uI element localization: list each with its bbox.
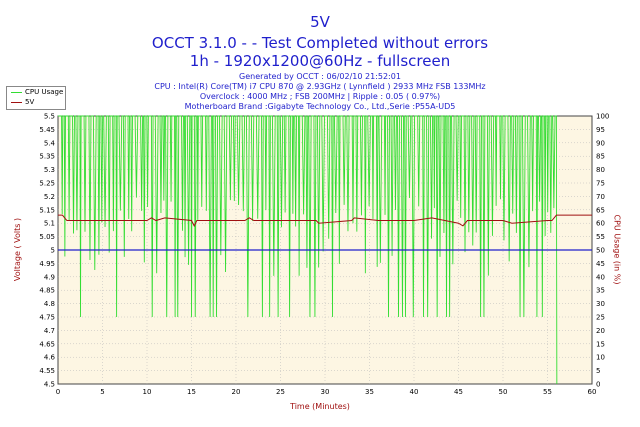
legend-label-cpu: CPU Usage (25, 88, 64, 96)
y2-tick-label: 5 (596, 367, 600, 375)
y-tick-label: 5.1 (44, 220, 55, 228)
info-cpu: CPU : Intel(R) Core(TM) i7 CPU 870 @ 2.9… (154, 82, 486, 91)
x-tick-label: 35 (365, 388, 374, 396)
y-axis-label: Voltage ( Volts ) (13, 217, 23, 282)
y-tick-label: 5.25 (39, 180, 55, 188)
y-tick-label: 5.4 (44, 139, 56, 147)
chart-subtitle-2: 1h - 1920x1200@60Hz - fullscreen (189, 52, 451, 70)
info-motherboard: Motherboard Brand :Gigabyte Technology C… (184, 102, 456, 111)
y2-tick-label: 40 (596, 273, 605, 281)
x-tick-label: 25 (276, 388, 285, 396)
legend-item-5v: 5V (7, 97, 65, 107)
x-tick-label: 30 (321, 388, 330, 396)
y-tick-label: 4.65 (39, 340, 55, 348)
y-tick-label: 4.6 (44, 354, 56, 362)
y2-tick-label: 10 (596, 354, 605, 362)
x-axis-label: Time (Minutes) (290, 402, 350, 411)
y2-tick-label: 15 (596, 340, 605, 348)
y2-tick-label: 65 (596, 206, 605, 214)
y2-tick-label: 100 (596, 113, 609, 121)
y-tick-label: 5.35 (39, 153, 55, 161)
y2-tick-label: 70 (596, 193, 605, 201)
y-tick-label: 5.5 (44, 113, 55, 121)
y2-tick-label: 80 (596, 166, 605, 174)
y-tick-label: 4.85 (39, 287, 55, 295)
x-tick-label: 50 (499, 388, 508, 396)
y-tick-label: 4.8 (44, 300, 55, 308)
x-tick-label: 15 (187, 388, 196, 396)
x-tick-label: 20 (232, 388, 241, 396)
info-overclock: Overclock : 4000 MHz ; FSB 200MHz | Ripp… (199, 92, 441, 101)
y-tick-label: 4.5 (44, 381, 55, 389)
legend-label-5v: 5V (25, 98, 35, 106)
y2-tick-label: 50 (596, 247, 605, 255)
y-tick-label: 5.2 (44, 193, 55, 201)
y-tick-label: 5.15 (39, 206, 55, 214)
y2-tick-label: 85 (596, 153, 605, 161)
x-tick-label: 10 (143, 388, 152, 396)
y2-tick-label: 60 (596, 220, 605, 228)
info-generated: Generated by OCCT : 06/02/10 21:52:01 (239, 72, 401, 81)
legend-swatch-5v (11, 102, 22, 103)
y-tick-label: 5.3 (44, 166, 55, 174)
chart-subtitle-1: OCCT 3.1.0 - - Test Completed without er… (151, 34, 489, 52)
legend-swatch-cpu (11, 92, 22, 93)
y2-tick-label: 0 (596, 381, 600, 389)
y-tick-label: 4.7 (44, 327, 55, 335)
y2-tick-label: 35 (596, 287, 605, 295)
chart-title: 5V (310, 13, 330, 31)
x-tick-label: 55 (543, 388, 552, 396)
y2-tick-label: 95 (596, 126, 605, 134)
voltage-line (58, 214, 592, 228)
y2-tick-label: 45 (596, 260, 605, 268)
y2-tick-label: 90 (596, 139, 605, 147)
x-tick-label: 45 (454, 388, 463, 396)
legend-item-cpu: CPU Usage (7, 87, 65, 97)
y2-axis-label: CPU Usage (in %) (612, 214, 622, 285)
cpu-usage-line (58, 115, 558, 385)
y2-tick-label: 30 (596, 300, 605, 308)
y-tick-label: 5.05 (39, 233, 55, 241)
y-tick-label: 5.45 (39, 126, 55, 134)
legend: CPU Usage 5V (6, 86, 66, 110)
x-tick-label: 40 (410, 388, 419, 396)
y-tick-label: 4.95 (39, 260, 55, 268)
y-tick-label: 4.75 (39, 314, 55, 322)
y2-tick-label: 25 (596, 314, 605, 322)
y2-tick-label: 55 (596, 233, 605, 241)
x-tick-label: 60 (588, 388, 597, 396)
y-tick-label: 4.55 (39, 367, 55, 375)
y-tick-label: 4.9 (44, 273, 55, 281)
y2-tick-label: 20 (596, 327, 605, 335)
y-tick-label: 5 (51, 247, 55, 255)
x-tick-label: 0 (56, 388, 60, 396)
y2-tick-label: 75 (596, 180, 605, 188)
x-tick-label: 5 (100, 388, 104, 396)
